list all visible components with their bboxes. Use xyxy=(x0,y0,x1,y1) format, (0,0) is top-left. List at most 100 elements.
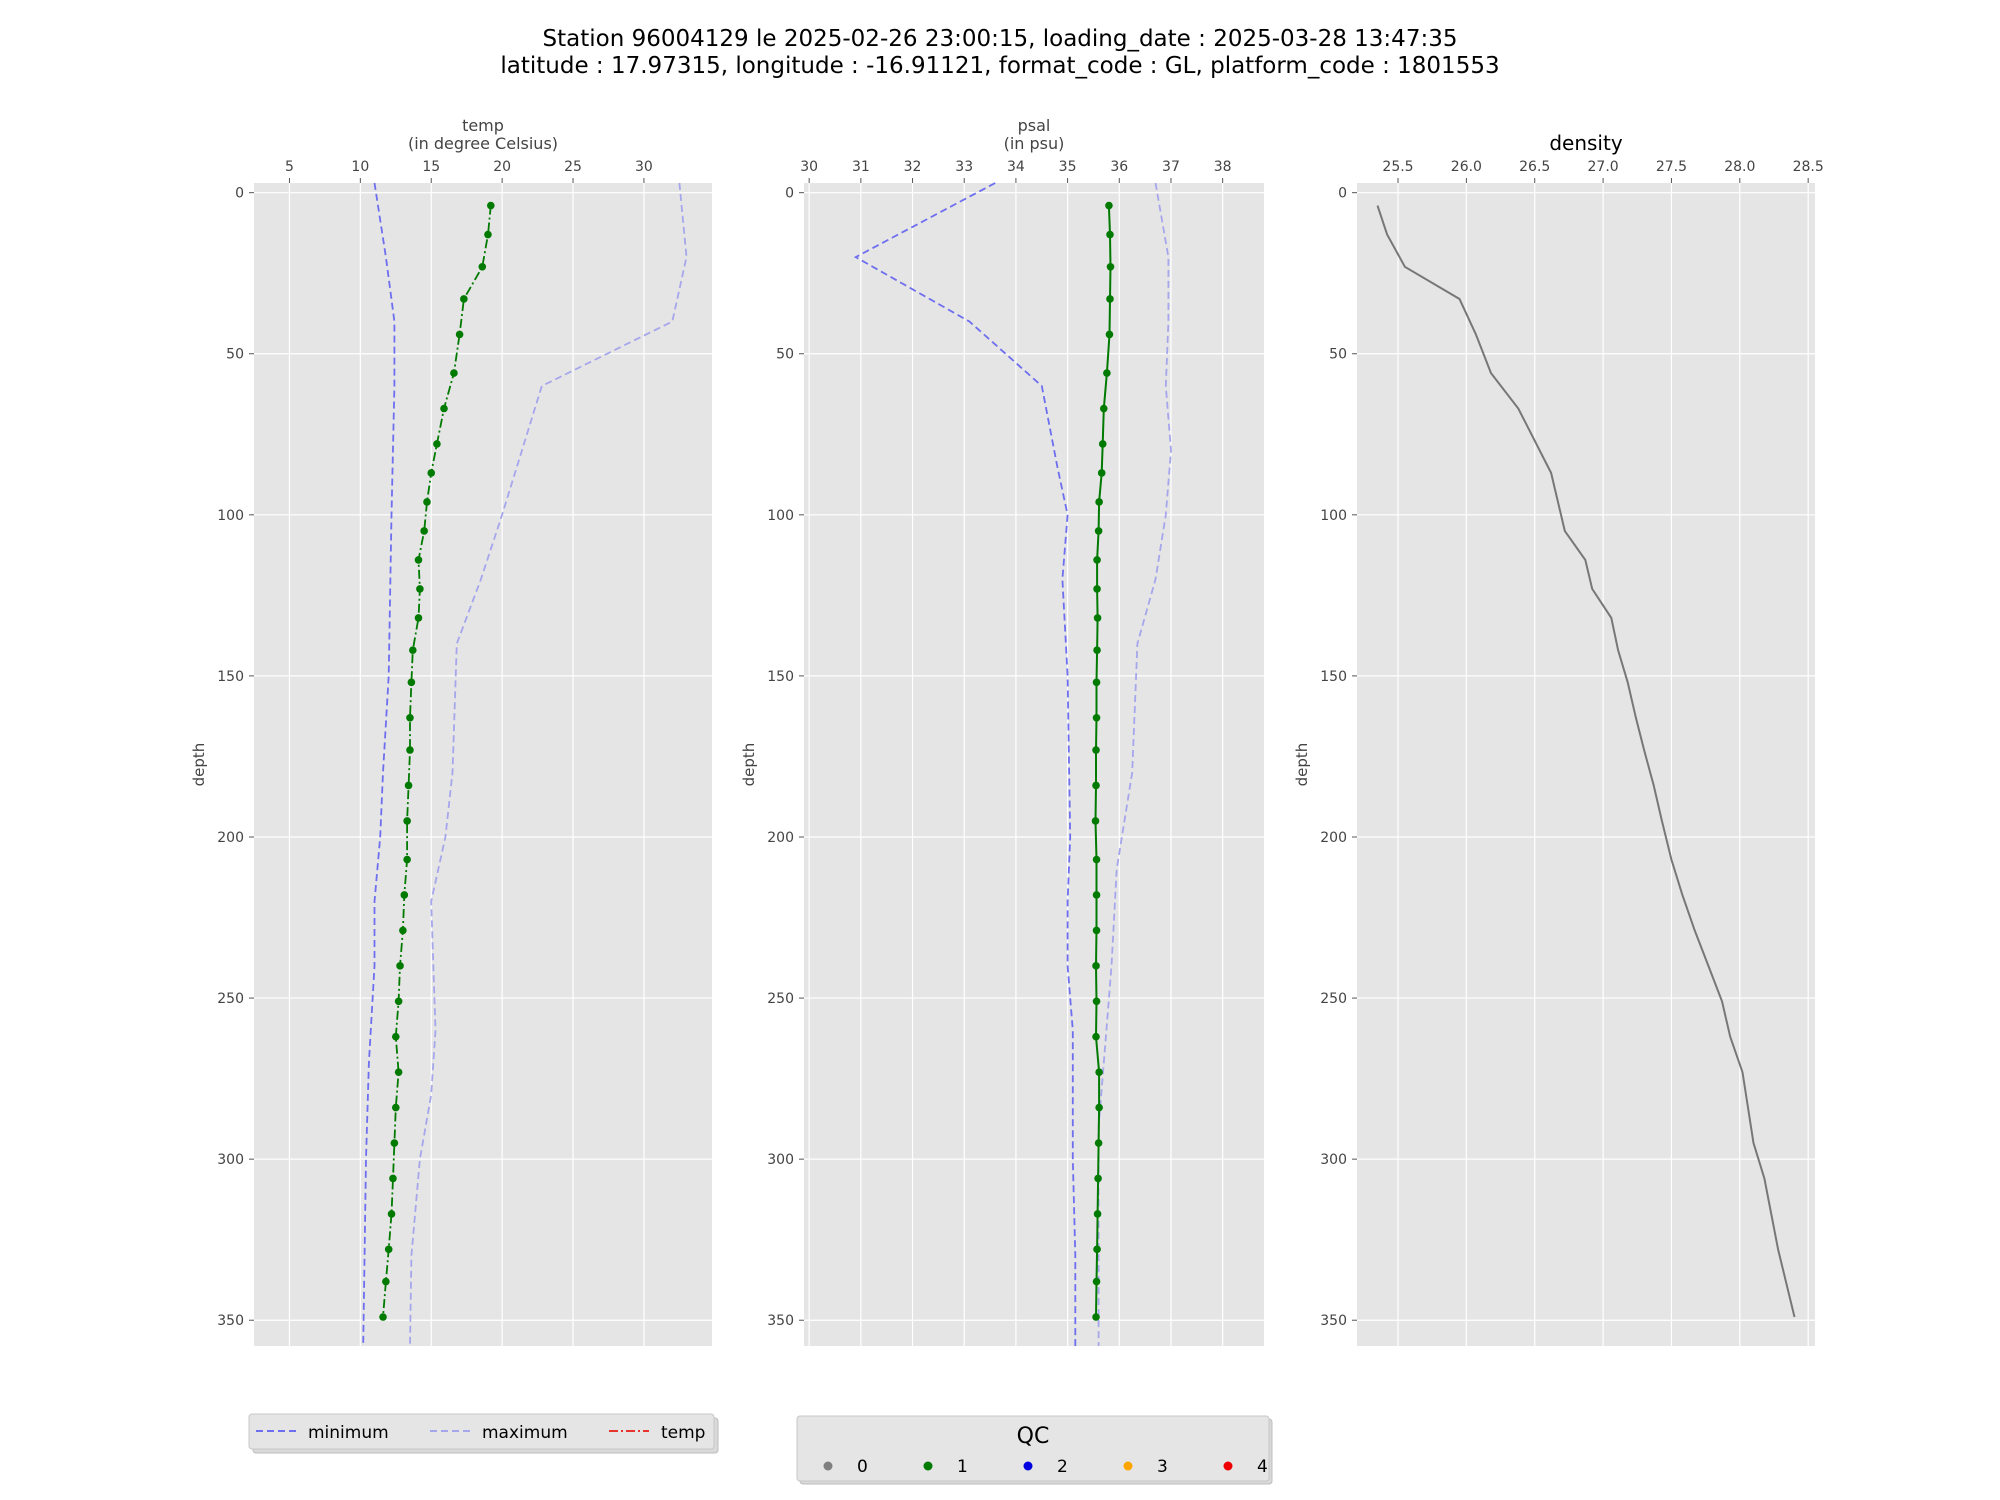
psal-point xyxy=(1093,1210,1102,1218)
psal-point xyxy=(1093,614,1102,622)
qc-legend-marker-0 xyxy=(823,1461,833,1471)
psal-point xyxy=(1092,781,1100,790)
temp-ytick-label: 300 xyxy=(217,1152,244,1168)
qc-legend-marker-4 xyxy=(1223,1461,1233,1471)
density-xtick-label: 28.0 xyxy=(1724,159,1755,175)
legend-minimum-label: minimum xyxy=(308,1423,389,1443)
temp-xtick-label: 15 xyxy=(422,159,440,175)
psal-point xyxy=(1093,556,1101,564)
temp-ytick-label: 250 xyxy=(217,991,244,1007)
psal-point xyxy=(1092,1032,1100,1041)
temp-point xyxy=(484,230,492,239)
psal-point xyxy=(1092,1313,1100,1321)
qc-legend-label-4: 4 xyxy=(1257,1457,1268,1477)
temp-point xyxy=(478,262,487,271)
temp-xtick-label: 25 xyxy=(564,159,582,175)
psal-point xyxy=(1094,1139,1103,1147)
psal-point xyxy=(1093,585,1101,593)
psal-xtick-label: 33 xyxy=(955,159,973,175)
psal-point xyxy=(1091,817,1100,825)
psal-xlabel-unit: (in psu) xyxy=(1004,134,1065,153)
temp-ytick-label: 350 xyxy=(217,1313,244,1329)
temp-ytick-label: 150 xyxy=(217,669,244,685)
temp-point xyxy=(416,585,424,593)
temp-ytick-label: 200 xyxy=(217,830,244,846)
density-ylabel: depth xyxy=(1293,743,1311,787)
psal-ytick-label: 50 xyxy=(776,347,794,363)
psal-point xyxy=(1098,440,1107,448)
temp-point xyxy=(460,295,468,303)
qc-legend: QC 0 1 2 3 4 xyxy=(796,1415,1273,1485)
temp-point xyxy=(406,713,414,722)
psal-xtick-label: 37 xyxy=(1162,159,1180,175)
temp-point xyxy=(403,855,411,864)
temp-plot-area xyxy=(254,183,712,1346)
temp-point xyxy=(382,1277,390,1286)
psal-ytick-label: 0 xyxy=(785,186,794,202)
psal-point xyxy=(1092,746,1100,754)
density-ytick-label: 200 xyxy=(1320,830,1347,846)
psal-point xyxy=(1105,201,1113,210)
temp-point xyxy=(423,498,431,506)
density-xtick-label: 28.5 xyxy=(1793,159,1824,175)
psal-series-maximum xyxy=(1097,182,1172,1346)
psal-point xyxy=(1095,1103,1103,1112)
temp-point xyxy=(406,746,414,754)
psal-point xyxy=(1092,855,1101,864)
qc-legend-label-1: 1 xyxy=(957,1457,968,1477)
psal-xtick-label: 38 xyxy=(1214,159,1232,175)
psal-point xyxy=(1092,997,1101,1006)
temp-point xyxy=(455,330,464,339)
temp-point xyxy=(387,1210,396,1218)
psal-point xyxy=(1103,369,1111,377)
psal-point xyxy=(1092,926,1101,935)
temp-xtick-label: 30 xyxy=(635,159,653,175)
qc-legend-label-0: 0 xyxy=(857,1457,868,1477)
temp-ylabel: depth xyxy=(190,743,208,787)
temp-ytick-label: 50 xyxy=(226,347,244,363)
temp-point xyxy=(450,369,458,377)
psal-point xyxy=(1094,527,1103,535)
psal-point xyxy=(1092,678,1101,687)
psal-point xyxy=(1095,498,1103,506)
temp-point xyxy=(440,404,448,413)
qc-legend-label-2: 2 xyxy=(1057,1457,1068,1477)
psal-point xyxy=(1094,1174,1102,1183)
temp-point xyxy=(394,997,403,1006)
psal-point xyxy=(1092,891,1101,899)
temp-series-temp xyxy=(382,205,492,1318)
psal-ytick-label: 100 xyxy=(767,508,794,524)
psal-ytick-label: 300 xyxy=(767,1152,794,1168)
temp-point xyxy=(414,614,423,622)
legend-temp-label: temp xyxy=(661,1423,705,1443)
density-ytick-label: 300 xyxy=(1320,1152,1347,1168)
legend-maximum-label: maximum xyxy=(482,1423,568,1443)
temp-ytick-label: 0 xyxy=(235,186,244,202)
qc-legend-entries: 0 1 2 3 4 xyxy=(823,1457,1268,1477)
psal-series-psal xyxy=(1094,205,1112,1318)
temp-panel: 5 10 15 20 25 30050100150200250300350depthtem… xyxy=(190,116,712,1347)
psal-point xyxy=(1097,469,1106,477)
line-legend: minimum maximum temp xyxy=(248,1413,719,1454)
psal-point xyxy=(1106,262,1115,271)
qc-legend-marker-2 xyxy=(1023,1461,1033,1471)
psal-point xyxy=(1105,330,1114,339)
temp-point xyxy=(396,962,404,970)
psal-point xyxy=(1093,1245,1101,1254)
qc-legend-marker-1 xyxy=(923,1461,933,1471)
temp-series-minimum xyxy=(362,182,396,1347)
chart-title-line-2: latitude : 17.97315, longitude : -16.911… xyxy=(500,53,1500,79)
psal-point xyxy=(1106,230,1114,239)
psal-xtick-label: 35 xyxy=(1059,159,1077,175)
density-title: density xyxy=(1549,131,1622,155)
qc-legend-box xyxy=(796,1415,1270,1482)
psal-xtick-label: 36 xyxy=(1110,159,1128,175)
psal-point xyxy=(1095,1068,1103,1076)
temp-xtick-label: 10 xyxy=(351,159,369,175)
psal-xtick-label: 30 xyxy=(800,159,818,175)
density-panel: 25.5 26.0 26.5 27.0 27.5 28.0 28.5 0 50 100 150 200… xyxy=(1293,131,1824,1346)
psal-point xyxy=(1092,962,1100,970)
density-ytick-label: 250 xyxy=(1320,991,1347,1007)
line-legend-box xyxy=(248,1413,715,1450)
